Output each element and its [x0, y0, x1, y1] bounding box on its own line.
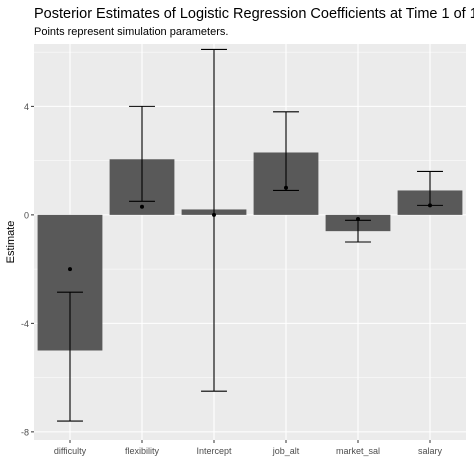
x-tick-label-difficulty: difficulty [54, 446, 87, 456]
point-job_alt [284, 185, 288, 190]
point-market_sal [356, 216, 360, 221]
x-tick-label-job_alt: job_alt [272, 446, 300, 456]
x-tick-label-market_sal: market_sal [336, 446, 380, 456]
y-tick-label-2: 0 [24, 210, 29, 220]
chart-title: Posterior Estimates of Logistic Regressi… [34, 6, 474, 22]
point-salary [428, 203, 432, 208]
y-axis: -8 -4 0 4 [21, 102, 34, 437]
y-axis-label: Estimate [5, 221, 17, 264]
y-tick-label-3: 4 [24, 102, 29, 112]
chart-subtitle: Points represent simulation parameters. [34, 26, 228, 38]
x-axis: difficulty flexibility Intercept job_alt mar… [54, 440, 443, 456]
x-tick-label-Intercept: Intercept [196, 446, 232, 456]
point-Intercept [212, 212, 216, 217]
y-tick-label-1: -4 [21, 319, 29, 329]
y-tick-label-0: -8 [21, 427, 29, 437]
point-difficulty [68, 267, 72, 272]
points-layer [68, 185, 432, 272]
errorbar-layer [57, 48, 443, 422]
plot-panel [34, 44, 466, 440]
x-tick-label-salary: salary [418, 446, 443, 456]
x-tick-label-flexibility: flexibility [125, 446, 160, 456]
point-flexibility [140, 204, 144, 209]
